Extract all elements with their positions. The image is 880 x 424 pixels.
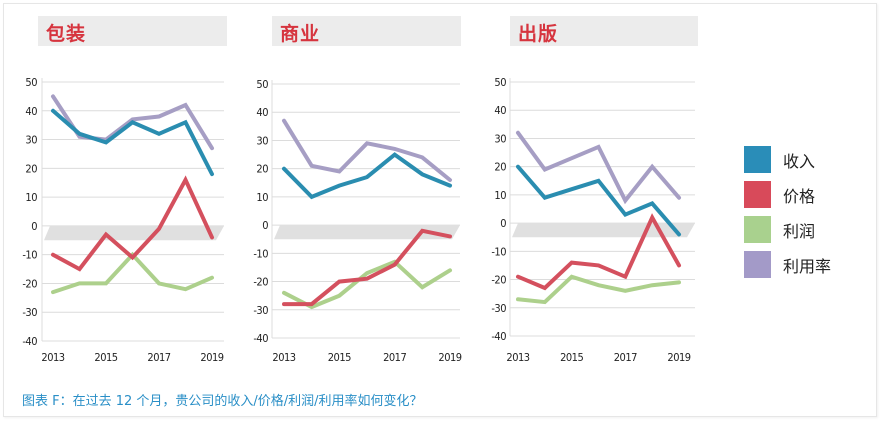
figure-caption: 图表 F：在过去 12 个月，贵公司的收入/价格/利润/利用率如何变化？ [22, 394, 423, 409]
y-tick-label-commercial: 0 [262, 219, 268, 232]
y-tick-label-commercial: 30 [256, 134, 268, 147]
legend-item-price: 价格 [744, 181, 831, 208]
y-tick-label-commercial: -20 [253, 276, 268, 289]
y-tick-label-publishing: -40 [491, 330, 506, 343]
x-tick-label-packaging: 2017 [147, 351, 170, 364]
y-tick-label-packaging: -30 [22, 306, 37, 319]
legend-label-price: 价格 [783, 186, 816, 206]
y-tick-label-packaging: -40 [22, 335, 37, 348]
y-tick-label-commercial: -40 [253, 332, 268, 345]
panel-title-bar-publishing: 出版 [510, 16, 698, 46]
series-line-publishing-profit [516, 274, 681, 305]
legend-swatch-profit [744, 216, 771, 243]
y-tick-label-packaging: 0 [31, 220, 37, 233]
legend-label-utilization: 利用率 [783, 256, 832, 276]
series-line-packaging-utilization [51, 94, 214, 151]
x-tick-label-commercial: 2017 [383, 351, 406, 364]
y-tick-label-commercial: -30 [253, 304, 268, 317]
legend-item-utilization: 利用率 [744, 251, 831, 278]
y-tick-label-commercial: 50 [256, 78, 268, 91]
x-tick-label-packaging: 2019 [200, 351, 223, 364]
legend-item-profit: 利润 [744, 216, 831, 243]
zero-band-packaging [44, 225, 224, 241]
y-tick-label-packaging: 50 [25, 76, 37, 89]
y-tick-label-publishing: -30 [491, 302, 506, 315]
y-tick-label-commercial: -10 [253, 247, 268, 260]
series-line-commercial-profit [282, 259, 452, 310]
y-tick-label-publishing: -20 [491, 274, 506, 287]
series-line-commercial-revenue [282, 152, 452, 200]
y-tick-label-packaging: 30 [25, 134, 37, 147]
y-tick-label-publishing: 20 [494, 161, 506, 174]
y-tick-label-publishing: 40 [494, 104, 506, 117]
series-line-publishing-revenue [516, 164, 681, 237]
y-tick-label-publishing: 30 [494, 132, 506, 145]
series-line-commercial-price [282, 228, 452, 307]
y-tick-label-publishing: 0 [500, 217, 506, 230]
panel-title-bar-packaging: 包装 [38, 16, 227, 46]
series-line-packaging-revenue [51, 108, 214, 177]
zero-band-publishing [512, 223, 695, 238]
series-line-publishing-utilization [516, 130, 681, 205]
x-tick-label-publishing: 2013 [506, 351, 529, 364]
y-tick-label-packaging: -20 [22, 277, 37, 290]
x-tick-label-commercial: 2019 [438, 351, 461, 364]
figure-card [3, 3, 877, 417]
legend-label-profit: 利润 [783, 221, 816, 241]
y-tick-label-packaging: 10 [25, 191, 37, 204]
x-tick-label-publishing: 2019 [667, 351, 690, 364]
y-tick-label-commercial: 20 [256, 163, 268, 176]
panel-title-publishing: 出版 [518, 23, 559, 45]
legend-label-revenue: 收入 [783, 151, 816, 171]
series-line-packaging-price [51, 175, 214, 272]
x-tick-label-commercial: 2013 [272, 351, 295, 364]
series-line-commercial-utilization [282, 118, 452, 182]
panel-title-bar-commercial: 商业 [272, 16, 461, 46]
series-line-packaging-profit [51, 251, 214, 295]
y-tick-label-packaging: 20 [25, 162, 37, 175]
series-line-publishing-price [516, 213, 681, 291]
panel-title-commercial: 商业 [280, 23, 321, 45]
x-tick-label-commercial: 2015 [328, 351, 351, 364]
y-tick-label-commercial: 10 [256, 191, 268, 204]
x-tick-label-packaging: 2015 [94, 351, 117, 364]
x-tick-label-publishing: 2015 [560, 351, 583, 364]
zero-band-commercial [274, 225, 460, 240]
y-tick-label-commercial: 40 [256, 106, 268, 119]
y-tick-label-publishing: -10 [491, 245, 506, 258]
y-tick-label-packaging: 40 [25, 105, 37, 118]
legend-swatch-price [744, 181, 771, 208]
x-tick-label-publishing: 2017 [614, 351, 637, 364]
y-tick-label-packaging: -10 [22, 249, 37, 262]
panel-title-packaging: 包装 [46, 23, 87, 45]
legend: 收入 价格 利润 利用率 [744, 146, 831, 286]
legend-item-revenue: 收入 [744, 146, 831, 173]
legend-swatch-revenue [744, 146, 771, 173]
x-tick-label-packaging: 2013 [41, 351, 64, 364]
y-tick-label-publishing: 10 [494, 189, 506, 202]
legend-swatch-utilization [744, 251, 771, 278]
y-tick-label-publishing: 50 [494, 76, 506, 89]
